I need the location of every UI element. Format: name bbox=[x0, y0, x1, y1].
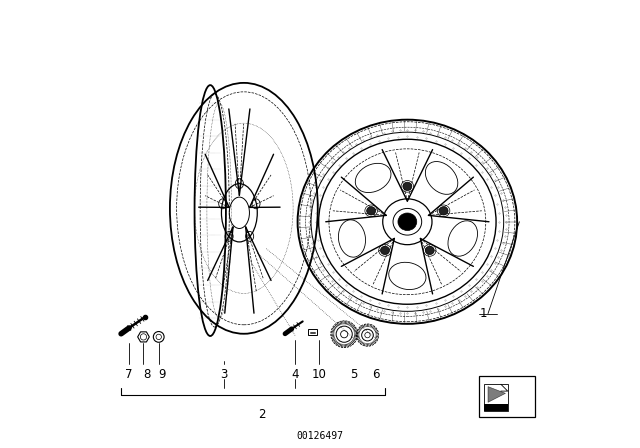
Text: 6: 6 bbox=[372, 367, 380, 381]
Text: 5: 5 bbox=[350, 367, 357, 381]
Text: 10: 10 bbox=[311, 367, 326, 381]
Text: 7: 7 bbox=[125, 367, 132, 381]
Polygon shape bbox=[488, 387, 506, 402]
Ellipse shape bbox=[381, 246, 390, 254]
Ellipse shape bbox=[367, 207, 376, 215]
Ellipse shape bbox=[398, 213, 417, 231]
Ellipse shape bbox=[439, 207, 448, 215]
Bar bbox=[479, 376, 535, 417]
FancyBboxPatch shape bbox=[308, 329, 317, 335]
Text: 9: 9 bbox=[159, 367, 166, 381]
Text: 00126497: 00126497 bbox=[296, 431, 344, 441]
Text: 1: 1 bbox=[480, 307, 487, 320]
Text: 2: 2 bbox=[258, 408, 266, 421]
Text: 4: 4 bbox=[292, 367, 299, 381]
Bar bbox=[484, 404, 508, 411]
Text: 3: 3 bbox=[220, 367, 227, 381]
Ellipse shape bbox=[425, 246, 434, 254]
Bar bbox=[484, 384, 508, 411]
Text: 8: 8 bbox=[143, 367, 150, 381]
Ellipse shape bbox=[403, 182, 412, 190]
